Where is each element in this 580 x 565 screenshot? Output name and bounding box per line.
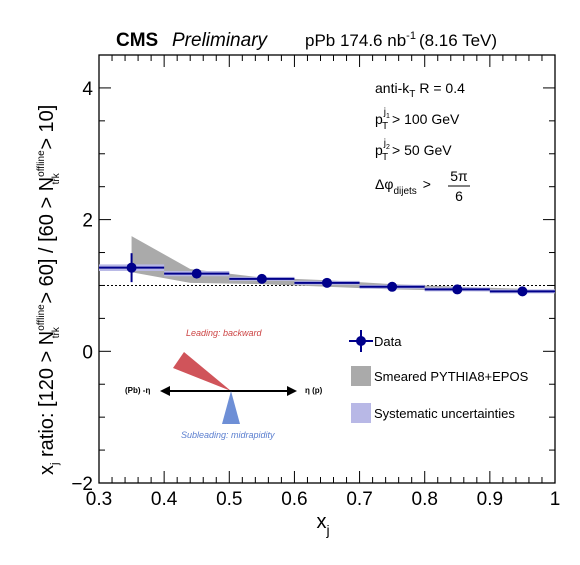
dphi-relation: > bbox=[423, 176, 431, 192]
y-title-x-sub: j bbox=[49, 463, 61, 466]
luminosity-label: pPb 174.6 nb-1 (8.16 TeV) bbox=[305, 30, 497, 50]
data-point bbox=[452, 284, 463, 295]
subleading-pt-cut: pj2 T > 50 GeV bbox=[375, 138, 452, 163]
data-series bbox=[99, 253, 555, 297]
subleading-jet-cone bbox=[222, 391, 240, 424]
x-tick-label: 0.3 bbox=[86, 489, 112, 510]
experiment-label: CMS bbox=[116, 30, 158, 51]
y-tick-label: 0 bbox=[82, 342, 93, 363]
y-title-ratio-b: > 60] / [60 > N bbox=[36, 177, 58, 309]
x-tick-label: 0.5 bbox=[216, 489, 242, 510]
x-axis-title-sub: j bbox=[325, 522, 329, 538]
pt1-cut-value: > 100 GeV bbox=[392, 111, 460, 127]
data-point bbox=[191, 268, 202, 279]
x-axis-title: xj bbox=[316, 511, 329, 538]
x-tick-label: 0.8 bbox=[412, 489, 438, 510]
legend-model-label: Smeared PYTHIA8+EPOS bbox=[374, 369, 529, 384]
kinematics-diagram: Leading: backward (Pb) -η η (p) Subleadi… bbox=[125, 328, 323, 440]
dphi-symbol: Δφ bbox=[375, 176, 393, 192]
energy-value: (8.16 TeV) bbox=[419, 31, 497, 50]
y-title-offline-b: offline bbox=[36, 150, 47, 177]
legend-entry-systematic: Systematic uncertainties bbox=[351, 403, 515, 423]
pt1-sup: j bbox=[383, 107, 386, 118]
proton-direction-label: η (p) bbox=[305, 386, 323, 395]
dphi-sub: dijets bbox=[393, 186, 416, 197]
dphi-fraction-num: 5π bbox=[450, 168, 468, 184]
pt1-symbol: p bbox=[375, 111, 383, 127]
data-point bbox=[517, 286, 528, 297]
y-tick-label: −2 bbox=[71, 474, 93, 495]
pt2-sub: T bbox=[382, 152, 388, 163]
x-tick-label: 0.6 bbox=[281, 489, 307, 510]
dphi-fraction-den: 6 bbox=[455, 188, 463, 204]
legend-entry-model: Smeared PYTHIA8+EPOS bbox=[351, 366, 529, 386]
subleading-jet-label: Subleading: midrapidity bbox=[181, 430, 275, 440]
x-tick-label: 0.4 bbox=[151, 489, 178, 510]
data-point bbox=[126, 262, 137, 273]
jet-algorithm-label: anti-kT R = 0.4 bbox=[375, 80, 465, 100]
status-label: Preliminary bbox=[172, 30, 269, 51]
y-title-offline-a: offline bbox=[36, 304, 47, 331]
dphi-cut: Δφdijets > bbox=[375, 176, 431, 197]
cut-annotations: anti-kT R = 0.4 pj1 T > 100 GeV pj2 T > 50 Ge… bbox=[375, 80, 470, 204]
leading-jet-label: Leading: backward bbox=[186, 328, 263, 338]
y-axis-title: xj ratio: [120 > Nofflinetrk > 60] / [60… bbox=[36, 105, 62, 475]
data-point bbox=[387, 281, 398, 292]
jet-radius: R = 0.4 bbox=[419, 80, 465, 96]
y-title-trk-b: trk bbox=[51, 172, 62, 184]
pt2-symbol: p bbox=[375, 142, 383, 158]
lead-direction-label: (Pb) -η bbox=[125, 386, 150, 395]
y-title-ratio-a: ratio: [120 > N bbox=[36, 331, 58, 463]
y-title-x: x bbox=[36, 465, 58, 475]
legend-data-marker bbox=[356, 336, 366, 346]
y-tick-label: 2 bbox=[82, 211, 93, 232]
x-tick-label: 1 bbox=[550, 489, 561, 510]
pt2-sup-sub: 2 bbox=[386, 144, 390, 151]
y-tick-label: 4 bbox=[82, 79, 93, 100]
luminosity-value: pPb 174.6 nb bbox=[305, 31, 406, 50]
pt2-cut-value: > 50 GeV bbox=[392, 142, 452, 158]
data-point bbox=[256, 273, 267, 284]
x-tick-label: 0.7 bbox=[346, 489, 372, 510]
legend-data-label: Data bbox=[374, 334, 402, 349]
legend-systematic-label: Systematic uncertainties bbox=[374, 406, 515, 421]
right-arrowhead-icon bbox=[287, 386, 297, 396]
leading-pt-cut: pj1 T > 100 GeV bbox=[375, 107, 460, 132]
x-axis: 0.3 0.4 0.5 0.6 0.7 0.8 0.9 1 bbox=[86, 55, 561, 510]
x-tick-label: 0.9 bbox=[477, 489, 503, 510]
data-point bbox=[322, 277, 332, 288]
leading-jet-cone bbox=[173, 352, 231, 391]
pt1-sup-sub: 1 bbox=[386, 113, 390, 120]
pt1-sub: T bbox=[382, 121, 388, 132]
x-axis-title-main: x bbox=[316, 511, 326, 533]
jet-algo-sub: T bbox=[409, 89, 415, 100]
jet-algo-name: anti-k bbox=[375, 80, 410, 96]
legend: Data Smeared PYTHIA8+EPOS Systematic unc… bbox=[349, 330, 529, 423]
y-title-trk-a: trk bbox=[51, 326, 62, 338]
y-title-ratio-c: > 10] bbox=[36, 105, 58, 156]
pt2-sup: j bbox=[383, 138, 386, 149]
left-arrowhead-icon bbox=[160, 386, 170, 396]
legend-entry-data: Data bbox=[349, 330, 402, 352]
y-axis: −2 0 2 4 bbox=[71, 54, 555, 495]
legend-model-swatch bbox=[351, 366, 371, 386]
legend-systematic-swatch bbox=[351, 403, 371, 423]
luminosity-exponent: -1 bbox=[406, 30, 416, 42]
